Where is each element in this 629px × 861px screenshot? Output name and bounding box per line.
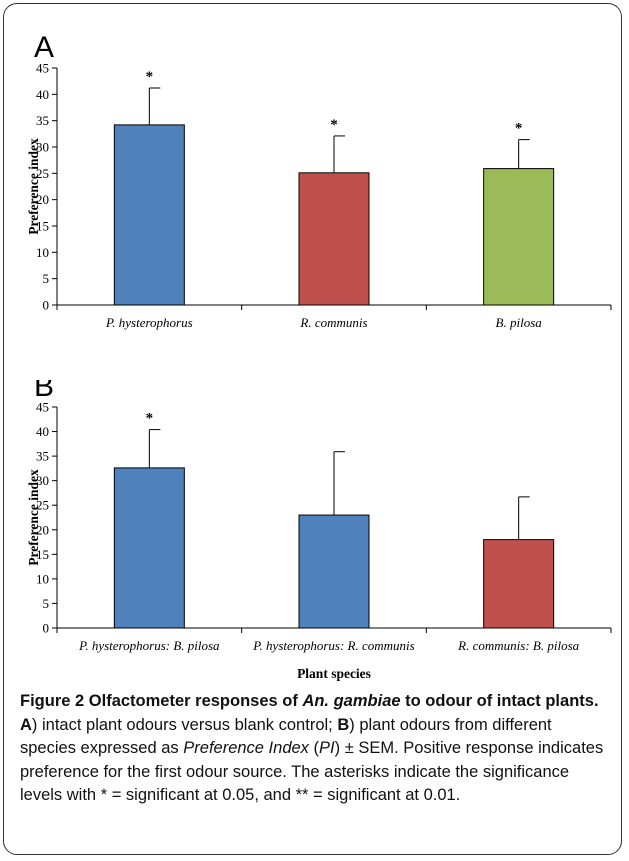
chart-a-x-tick-label: R. communis — [299, 315, 367, 330]
chart-a-y-tick-label: 30 — [36, 140, 49, 155]
chart-b-y-tick-label: 25 — [36, 498, 49, 513]
chart-a-y-tick-label: 0 — [43, 298, 50, 313]
panel-a: A 0 5 10 15 20 25 30 35 40 45 * P. hysterophorus * R. … — [0, 0, 629, 380]
chart-b-y-tick-label: 0 — [43, 621, 50, 636]
chart-a-svg: A 0 5 10 15 20 25 30 35 40 45 * P. hysterophorus * R. … — [26, 31, 612, 330]
panel-b: B 0 5 10 15 20 25 30 35 40 45 * P. hysterophorus: B.… — [0, 370, 629, 690]
caption-figure-label: Figure 2 — [20, 692, 85, 710]
chart-a-x-tick-label: B. pilosa — [496, 315, 543, 330]
chart-b-y-tick-label: 20 — [36, 522, 49, 537]
chart-a-significance-marker: * — [330, 117, 338, 133]
chart-a-significance-marker: * — [146, 69, 154, 85]
chart-b-y-tick-label: 35 — [36, 449, 49, 464]
chart-b-y-tick-label: 5 — [43, 596, 50, 611]
chart-a-y-tick-label: 35 — [36, 113, 49, 128]
chart-b-y-tick-label: 15 — [36, 547, 49, 562]
chart-b-bar — [483, 539, 555, 629]
chart-b-y-axis-title: Preference index — [26, 469, 41, 566]
caption-pi-close: ) ± SEM. Positive response indicates pre… — [20, 739, 604, 804]
chart-a-y-tick-label: 5 — [43, 271, 50, 286]
chart-b-y-tick-label: 30 — [36, 473, 49, 488]
chart-b-y-tick-label: 45 — [36, 400, 49, 415]
chart-b-x-tick-label: P. hysterophorus: B. pilosa — [78, 638, 220, 653]
chart-b-bar — [113, 467, 185, 629]
caption-a-label: A — [20, 715, 32, 734]
chart-a-y-tick-label: 45 — [36, 61, 49, 76]
caption-pi-term: Preference Index — [183, 739, 309, 757]
caption-b-label: B — [337, 715, 350, 734]
chart-a-y-tick-label: 15 — [36, 219, 49, 234]
chart-a-bar — [113, 124, 185, 306]
chart-a-y-tick-label: 40 — [36, 87, 49, 102]
chart-a-y-axis-title: Preference index — [26, 138, 41, 235]
chart-a-panel-label: A — [34, 31, 54, 64]
caption-title-species: An. gambiae — [302, 692, 401, 710]
chart-b-significance-marker: * — [146, 411, 154, 427]
chart-b-y-tick-label: 40 — [36, 424, 49, 439]
chart-b-bar — [298, 514, 370, 629]
chart-b-x-axis-title: Plant species — [297, 666, 371, 681]
chart-a-y-tick-label: 20 — [36, 192, 49, 207]
caption-title-post: to odour of intact plants. — [400, 692, 599, 710]
chart-b-x-tick-label: P. hysterophorus: R. communis — [252, 638, 414, 653]
caption-a-text: ) intact plant odours versus blank contr… — [31, 715, 338, 734]
caption-pi-abbr: PI — [319, 739, 335, 757]
chart-a-x-tick-label: P. hysterophorus — [105, 315, 193, 330]
caption-pi-open: ( — [308, 739, 320, 757]
chart-a-y-tick-label: 25 — [36, 166, 49, 181]
chart-a-bar — [483, 168, 555, 306]
chart-b-x-tick-label: R. communis: B. pilosa — [457, 638, 579, 653]
chart-b-y-tick-label: 10 — [36, 571, 49, 586]
chart-a-y-tick-label: 10 — [36, 245, 49, 260]
figure-caption: Figure 2 Olfactometer responses of An. g… — [20, 690, 610, 808]
chart-a-bar — [298, 172, 370, 306]
caption-title-pre: Olfactometer responses of — [88, 692, 303, 710]
chart-a-significance-marker: * — [515, 121, 523, 137]
caption-b-text: ) plant odours from different species ex… — [20, 715, 552, 758]
